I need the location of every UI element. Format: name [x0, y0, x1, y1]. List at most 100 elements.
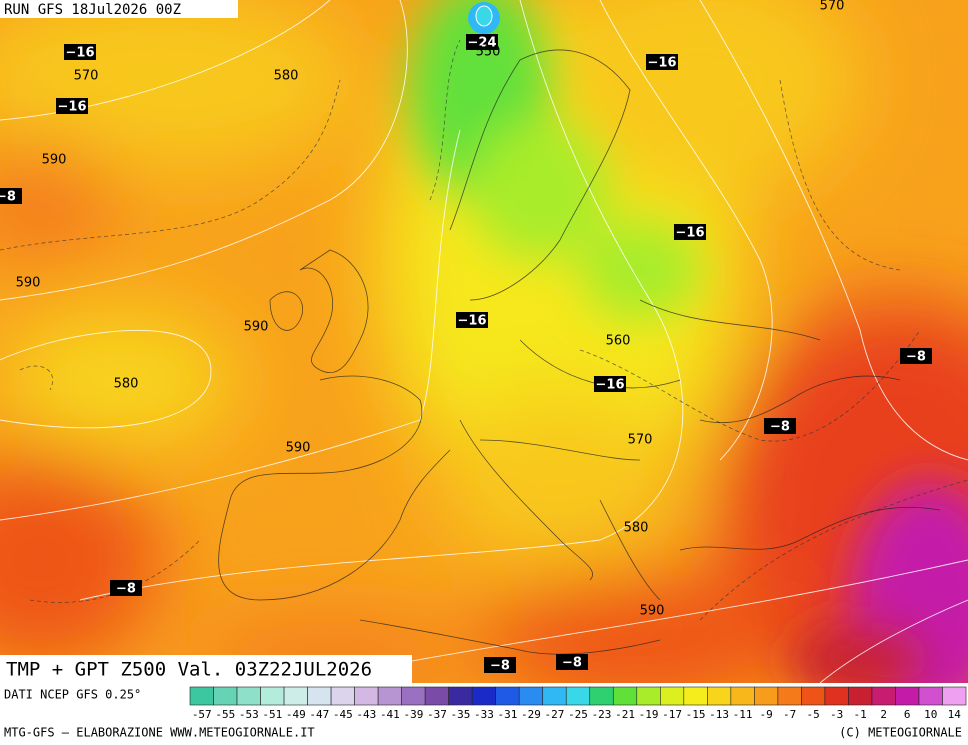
geopotential-label: 590 — [16, 276, 41, 291]
legend-label: -49 — [286, 708, 306, 721]
coastlines — [218, 49, 941, 655]
geopotential-label: 560 — [606, 334, 631, 349]
legend-swatch — [542, 686, 567, 706]
legend-label: -55 — [215, 708, 235, 721]
legend-label: -31 — [498, 708, 518, 721]
legend-label: -15 — [686, 708, 706, 721]
legend-label: 10 — [924, 708, 937, 721]
temperature-label-box — [556, 654, 588, 670]
legend-swatch — [354, 686, 379, 706]
legend-label: -51 — [262, 708, 282, 721]
legend-swatch — [448, 686, 473, 706]
legend-swatch — [495, 686, 520, 706]
legend-swatch — [612, 686, 638, 706]
legend-label: -33 — [474, 708, 494, 721]
legend-label: -29 — [521, 708, 541, 721]
source-label: DATI NCEP GFS 0.25° — [4, 688, 141, 702]
temperature-label-box — [0, 188, 22, 204]
temperature-label-box — [674, 224, 706, 240]
legend-swatch — [236, 686, 261, 706]
legend-label: 14 — [948, 708, 962, 721]
legend-label: -1 — [854, 708, 867, 721]
temperature-label-box — [764, 418, 796, 434]
color-legend: -57 -55 -53 -51 -49 -47 -45 -43 -41 -39 -37 -35 -33-… — [189, 686, 967, 721]
legend-swatch — [660, 686, 685, 706]
legend-label: -7 — [783, 708, 796, 721]
legend-label: -17 — [662, 708, 682, 721]
legend-label: -39 — [403, 708, 423, 721]
temperature-label-box — [594, 376, 626, 392]
geopotential-label: 570 — [628, 433, 653, 448]
legend-label: 2 — [880, 708, 887, 721]
legend-swatch — [942, 686, 967, 706]
temperature-label: −16 — [66, 46, 95, 61]
geopotential-label: 580 — [114, 377, 139, 392]
legend-label: 6 — [904, 708, 911, 721]
legend-swatch — [707, 686, 732, 706]
legend-swatch — [801, 686, 826, 706]
temperature-label: −8 — [770, 420, 790, 435]
temperature-label-box — [56, 98, 88, 114]
legend-label: -35 — [450, 708, 470, 721]
geopotential-label: 570 — [820, 0, 845, 14]
legend-swatch — [918, 686, 943, 706]
legend-label: -5 — [807, 708, 820, 721]
legend-label: -57 — [192, 708, 212, 721]
legend-swatch — [330, 686, 355, 706]
temperature-label-box — [456, 312, 488, 328]
legend-label: -27 — [545, 708, 565, 721]
legend-label: -37 — [427, 708, 447, 721]
map-title: TMP + GPT Z500 Val. 03Z22JUL2026 — [6, 659, 372, 681]
temperature-label: −16 — [58, 100, 87, 115]
legend-swatch — [518, 686, 544, 706]
legend-swatch — [213, 686, 238, 706]
geopotential-label: 590 — [42, 153, 67, 168]
geopotential-label: 580 — [624, 521, 649, 536]
legend-swatch — [871, 686, 896, 706]
geopotential-label: 580 — [274, 69, 299, 84]
legend-swatch — [895, 686, 920, 706]
legend-swatch — [424, 686, 449, 706]
temperature-label: −8 — [562, 656, 582, 671]
map-area: −16 −16 −8 −24 −16 −16 −16 −16 −8 −8 −8 −8 −8 570 580 5… — [0, 0, 968, 683]
legend-label: -41 — [380, 708, 400, 721]
temperature-label: −16 — [676, 226, 705, 241]
temperature-label: −16 — [458, 314, 487, 329]
legend-swatch — [848, 686, 873, 706]
legend-swatch — [636, 686, 661, 706]
legend-label: -25 — [568, 708, 588, 721]
legend-label: -43 — [356, 708, 376, 721]
legend-swatch — [401, 686, 426, 706]
title-box — [0, 655, 412, 683]
geopotential-label: 590 — [286, 441, 311, 456]
temperature-label: −16 — [648, 56, 677, 71]
legend-label: -3 — [830, 708, 843, 721]
legend-swatch — [683, 686, 708, 706]
credit-label: MTG-GFS — ELABORAZIONE WWW.METEOGIORNALE… — [4, 726, 315, 740]
legend-swatch — [471, 686, 496, 706]
geopotential-label: 590 — [244, 320, 269, 335]
geopotential-label: 550 — [476, 45, 501, 60]
legend-label: -21 — [615, 708, 635, 721]
legend-label: -9 — [759, 708, 772, 721]
legend-label: -47 — [309, 708, 329, 721]
run-label: RUN GFS 18Jul2026 00Z — [4, 2, 181, 18]
legend-swatch — [260, 686, 285, 706]
temperature-label: −8 — [906, 350, 926, 365]
legend-swatch — [589, 686, 614, 706]
temperature-label-box — [64, 44, 96, 60]
temperature-label-box — [484, 657, 516, 673]
temperature-label: −8 — [490, 659, 510, 674]
temperature-label-box — [646, 54, 678, 70]
legend-swatch — [189, 686, 214, 706]
copyright-label: (C) METEOGIORNALE — [839, 726, 962, 740]
temperature-label: −24 — [468, 36, 497, 51]
temperature-label-box — [466, 34, 498, 50]
temperature-label-box — [110, 580, 142, 596]
legend-swatch — [824, 686, 849, 706]
legend-swatch — [754, 686, 779, 706]
legend-label: -19 — [639, 708, 659, 721]
geopotential-label: 570 — [74, 69, 99, 84]
